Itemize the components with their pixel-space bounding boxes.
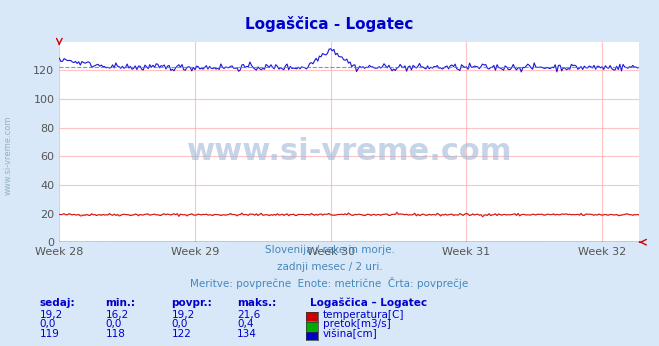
Text: www.si-vreme.com: www.si-vreme.com: [186, 137, 512, 166]
Text: 0,0: 0,0: [171, 319, 188, 329]
Text: Logaščica - Logatec: Logaščica - Logatec: [245, 16, 414, 31]
Text: 0,0: 0,0: [40, 319, 56, 329]
Text: višina[cm]: višina[cm]: [323, 329, 378, 339]
Text: Meritve: povprečne  Enote: metrične  Črta: povprečje: Meritve: povprečne Enote: metrične Črta:…: [190, 277, 469, 289]
Text: pretok[m3/s]: pretok[m3/s]: [323, 319, 391, 329]
Text: min.:: min.:: [105, 298, 136, 308]
Text: 122: 122: [171, 329, 191, 339]
Text: 119: 119: [40, 329, 59, 339]
Text: 118: 118: [105, 329, 125, 339]
Text: 21,6: 21,6: [237, 310, 260, 320]
Text: 134: 134: [237, 329, 257, 339]
Text: povpr.:: povpr.:: [171, 298, 212, 308]
Text: 0,0: 0,0: [105, 319, 122, 329]
Text: www.si-vreme.com: www.si-vreme.com: [3, 116, 13, 195]
Text: 16,2: 16,2: [105, 310, 129, 320]
Text: 0,4: 0,4: [237, 319, 254, 329]
Text: temperatura[C]: temperatura[C]: [323, 310, 405, 320]
Text: 19,2: 19,2: [171, 310, 194, 320]
Text: 19,2: 19,2: [40, 310, 63, 320]
Text: maks.:: maks.:: [237, 298, 277, 308]
Text: Slovenija / reke in morje.: Slovenija / reke in morje.: [264, 245, 395, 255]
Text: zadnji mesec / 2 uri.: zadnji mesec / 2 uri.: [277, 262, 382, 272]
Text: sedaj:: sedaj:: [40, 298, 75, 308]
Text: Logaščica – Logatec: Logaščica – Logatec: [310, 298, 427, 308]
